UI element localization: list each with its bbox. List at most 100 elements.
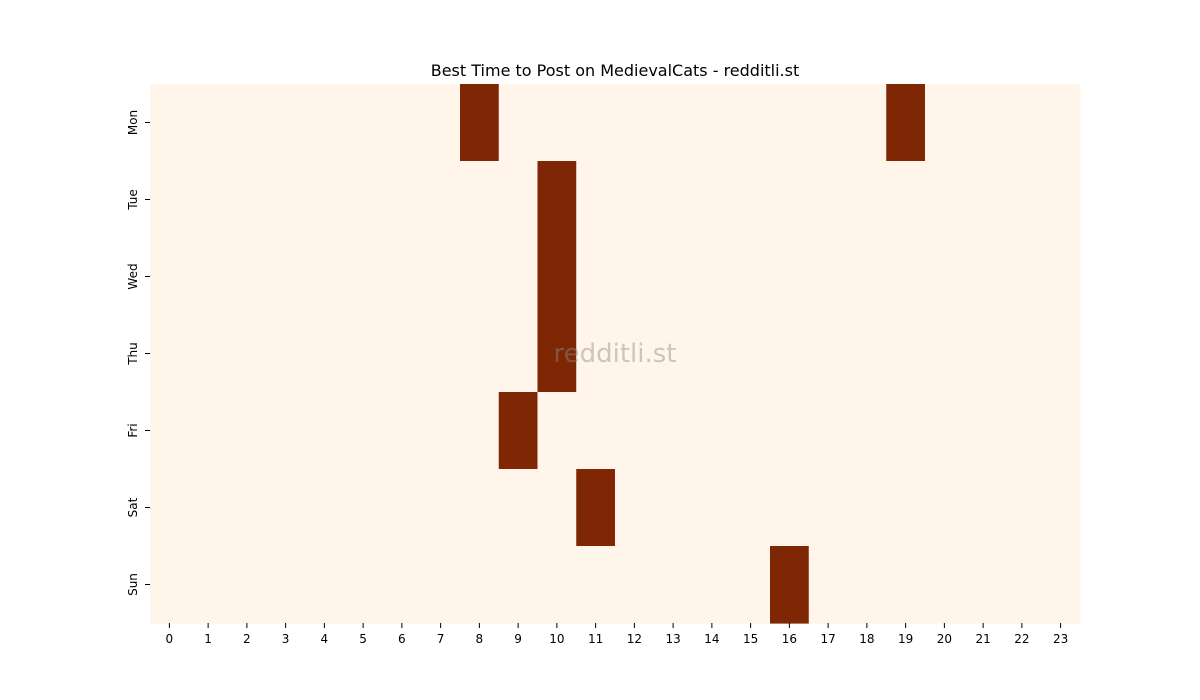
heatmap-cell-tue-11	[576, 161, 616, 239]
heatmap-cell-thu-7	[421, 315, 461, 393]
heatmap-cell-mon-8	[460, 84, 500, 162]
x-tick-label: 1	[204, 632, 212, 646]
heatmap-cell-sun-15	[731, 546, 771, 624]
heatmap-cell-fri-8	[460, 392, 500, 470]
watermark: redditli.st	[554, 339, 677, 369]
heatmap-cell-fri-18	[847, 392, 887, 470]
x-tick-label: 4	[321, 632, 329, 646]
heatmap-cell-sat-3	[266, 469, 306, 547]
heatmap-cell-wed-16	[770, 238, 810, 316]
x-tick-label: 8	[476, 632, 484, 646]
heatmap-cell-sun-9	[498, 546, 539, 624]
heatmap-cell-sun-19	[886, 546, 926, 624]
heatmap-cell-tue-18	[847, 161, 887, 239]
x-tick-label: 12	[627, 632, 642, 646]
heatmap-cell-mon-2	[227, 84, 267, 162]
heatmap-cell-thu-10	[537, 315, 577, 393]
y-tick-label: Tue	[126, 189, 140, 211]
heatmap-cell-tue-20	[925, 161, 965, 239]
heatmap-cell-sat-17	[808, 469, 849, 547]
x-tick-label: 18	[859, 632, 874, 646]
heatmap-cell-sat-8	[460, 469, 500, 547]
heatmap-cell-mon-18	[847, 84, 887, 162]
heatmap-cell-sat-13	[653, 469, 694, 547]
chart-title: Best Time to Post on MedievalCats - redd…	[431, 61, 800, 80]
heatmap-cell-fri-22	[1002, 392, 1042, 470]
heatmap-cell-fri-1	[188, 392, 229, 470]
heatmap-cell-sun-4	[305, 546, 345, 624]
heatmap-cell-sat-18	[847, 469, 887, 547]
heatmap-cell-sun-11	[576, 546, 616, 624]
heatmap-cell-thu-19	[886, 315, 926, 393]
heatmap-cell-thu-18	[847, 315, 887, 393]
heatmap-cell-thu-1	[188, 315, 229, 393]
heatmap-cell-fri-9	[498, 392, 539, 470]
heatmap-cell-sat-10	[537, 469, 577, 547]
heatmap-cell-sat-20	[925, 469, 965, 547]
heatmap-cell-mon-22	[1002, 84, 1042, 162]
heatmap-cell-wed-12	[615, 238, 655, 316]
heatmap-cell-thu-22	[1002, 315, 1042, 393]
heatmap-cell-mon-10	[537, 84, 577, 162]
heatmap-cell-tue-21	[963, 161, 1004, 239]
heatmap-cell-wed-11	[576, 238, 616, 316]
heatmap-cell-tue-12	[615, 161, 655, 239]
heatmap-cell-thu-9	[498, 315, 539, 393]
heatmap-cell-sat-5	[343, 469, 384, 547]
y-tick-label: Thu	[126, 342, 140, 366]
heatmap-cell-tue-5	[343, 161, 384, 239]
x-tick-label: 22	[1014, 632, 1029, 646]
x-tick-label: 9	[514, 632, 522, 646]
heatmap-cell-thu-23	[1041, 315, 1081, 393]
heatmap-cell-tue-2	[227, 161, 267, 239]
heatmap-cell-thu-13	[653, 315, 694, 393]
heatmap-cell-wed-15	[731, 238, 771, 316]
x-tick-label: 6	[398, 632, 406, 646]
heatmap-cell-thu-20	[925, 315, 965, 393]
x-tick-label: 17	[820, 632, 835, 646]
heatmap-cell-sun-13	[653, 546, 694, 624]
heatmap-cell-mon-3	[266, 84, 306, 162]
heatmap-cell-thu-8	[460, 315, 500, 393]
x-tick-label: 2	[243, 632, 251, 646]
x-tick-label: 19	[898, 632, 913, 646]
x-tick-label: 23	[1053, 632, 1068, 646]
heatmap-cell-thu-15	[731, 315, 771, 393]
heatmap-cell-sun-21	[963, 546, 1004, 624]
heatmap-cell-fri-16	[770, 392, 810, 470]
heatmap-cell-sun-16	[770, 546, 810, 624]
y-axis: Mon Tue Wed Thu Fri Sat Sun	[126, 110, 150, 596]
heatmap-cell-fri-10	[537, 392, 577, 470]
heatmap-cell-fri-3	[266, 392, 306, 470]
heatmap-cell-wed-17	[808, 238, 849, 316]
heatmap-cell-fri-15	[731, 392, 771, 470]
heatmap-cell-fri-11	[576, 392, 616, 470]
heatmap-cell-fri-14	[692, 392, 732, 470]
heatmap-cell-sat-16	[770, 469, 810, 547]
heatmap-cell-mon-16	[770, 84, 810, 162]
heatmap-cell-wed-2	[227, 238, 267, 316]
heatmap-cell-wed-20	[925, 238, 965, 316]
heatmap-cell-wed-6	[382, 238, 422, 316]
heatmap-cell-mon-1	[188, 84, 229, 162]
heatmap-cell-mon-5	[343, 84, 384, 162]
x-tick-label: 11	[588, 632, 603, 646]
heatmap-cell-tue-7	[421, 161, 461, 239]
heatmap-cell-thu-11	[576, 315, 616, 393]
heatmap-cell-mon-17	[808, 84, 849, 162]
heatmap-cell-wed-13	[653, 238, 694, 316]
heatmap-cell-sun-12	[615, 546, 655, 624]
heatmap-cell-fri-23	[1041, 392, 1081, 470]
heatmap-cell-tue-19	[886, 161, 926, 239]
heatmap-cell-tue-17	[808, 161, 849, 239]
heatmap-cell-fri-2	[227, 392, 267, 470]
x-tick-label: 21	[975, 632, 990, 646]
heatmap-cell-thu-2	[227, 315, 267, 393]
x-axis: 0 1 2 3 4 5 6 7 8 9 10 11 12 13 14 15 16 17 18 19 20 21 22 23	[166, 623, 1068, 646]
heatmap-cell-mon-14	[692, 84, 732, 162]
heatmap-cell-mon-0	[150, 84, 190, 162]
x-tick-label: 0	[166, 632, 174, 646]
heatmap-cell-fri-21	[963, 392, 1004, 470]
heatmap-cell-thu-21	[963, 315, 1004, 393]
x-tick-label: 15	[743, 632, 758, 646]
